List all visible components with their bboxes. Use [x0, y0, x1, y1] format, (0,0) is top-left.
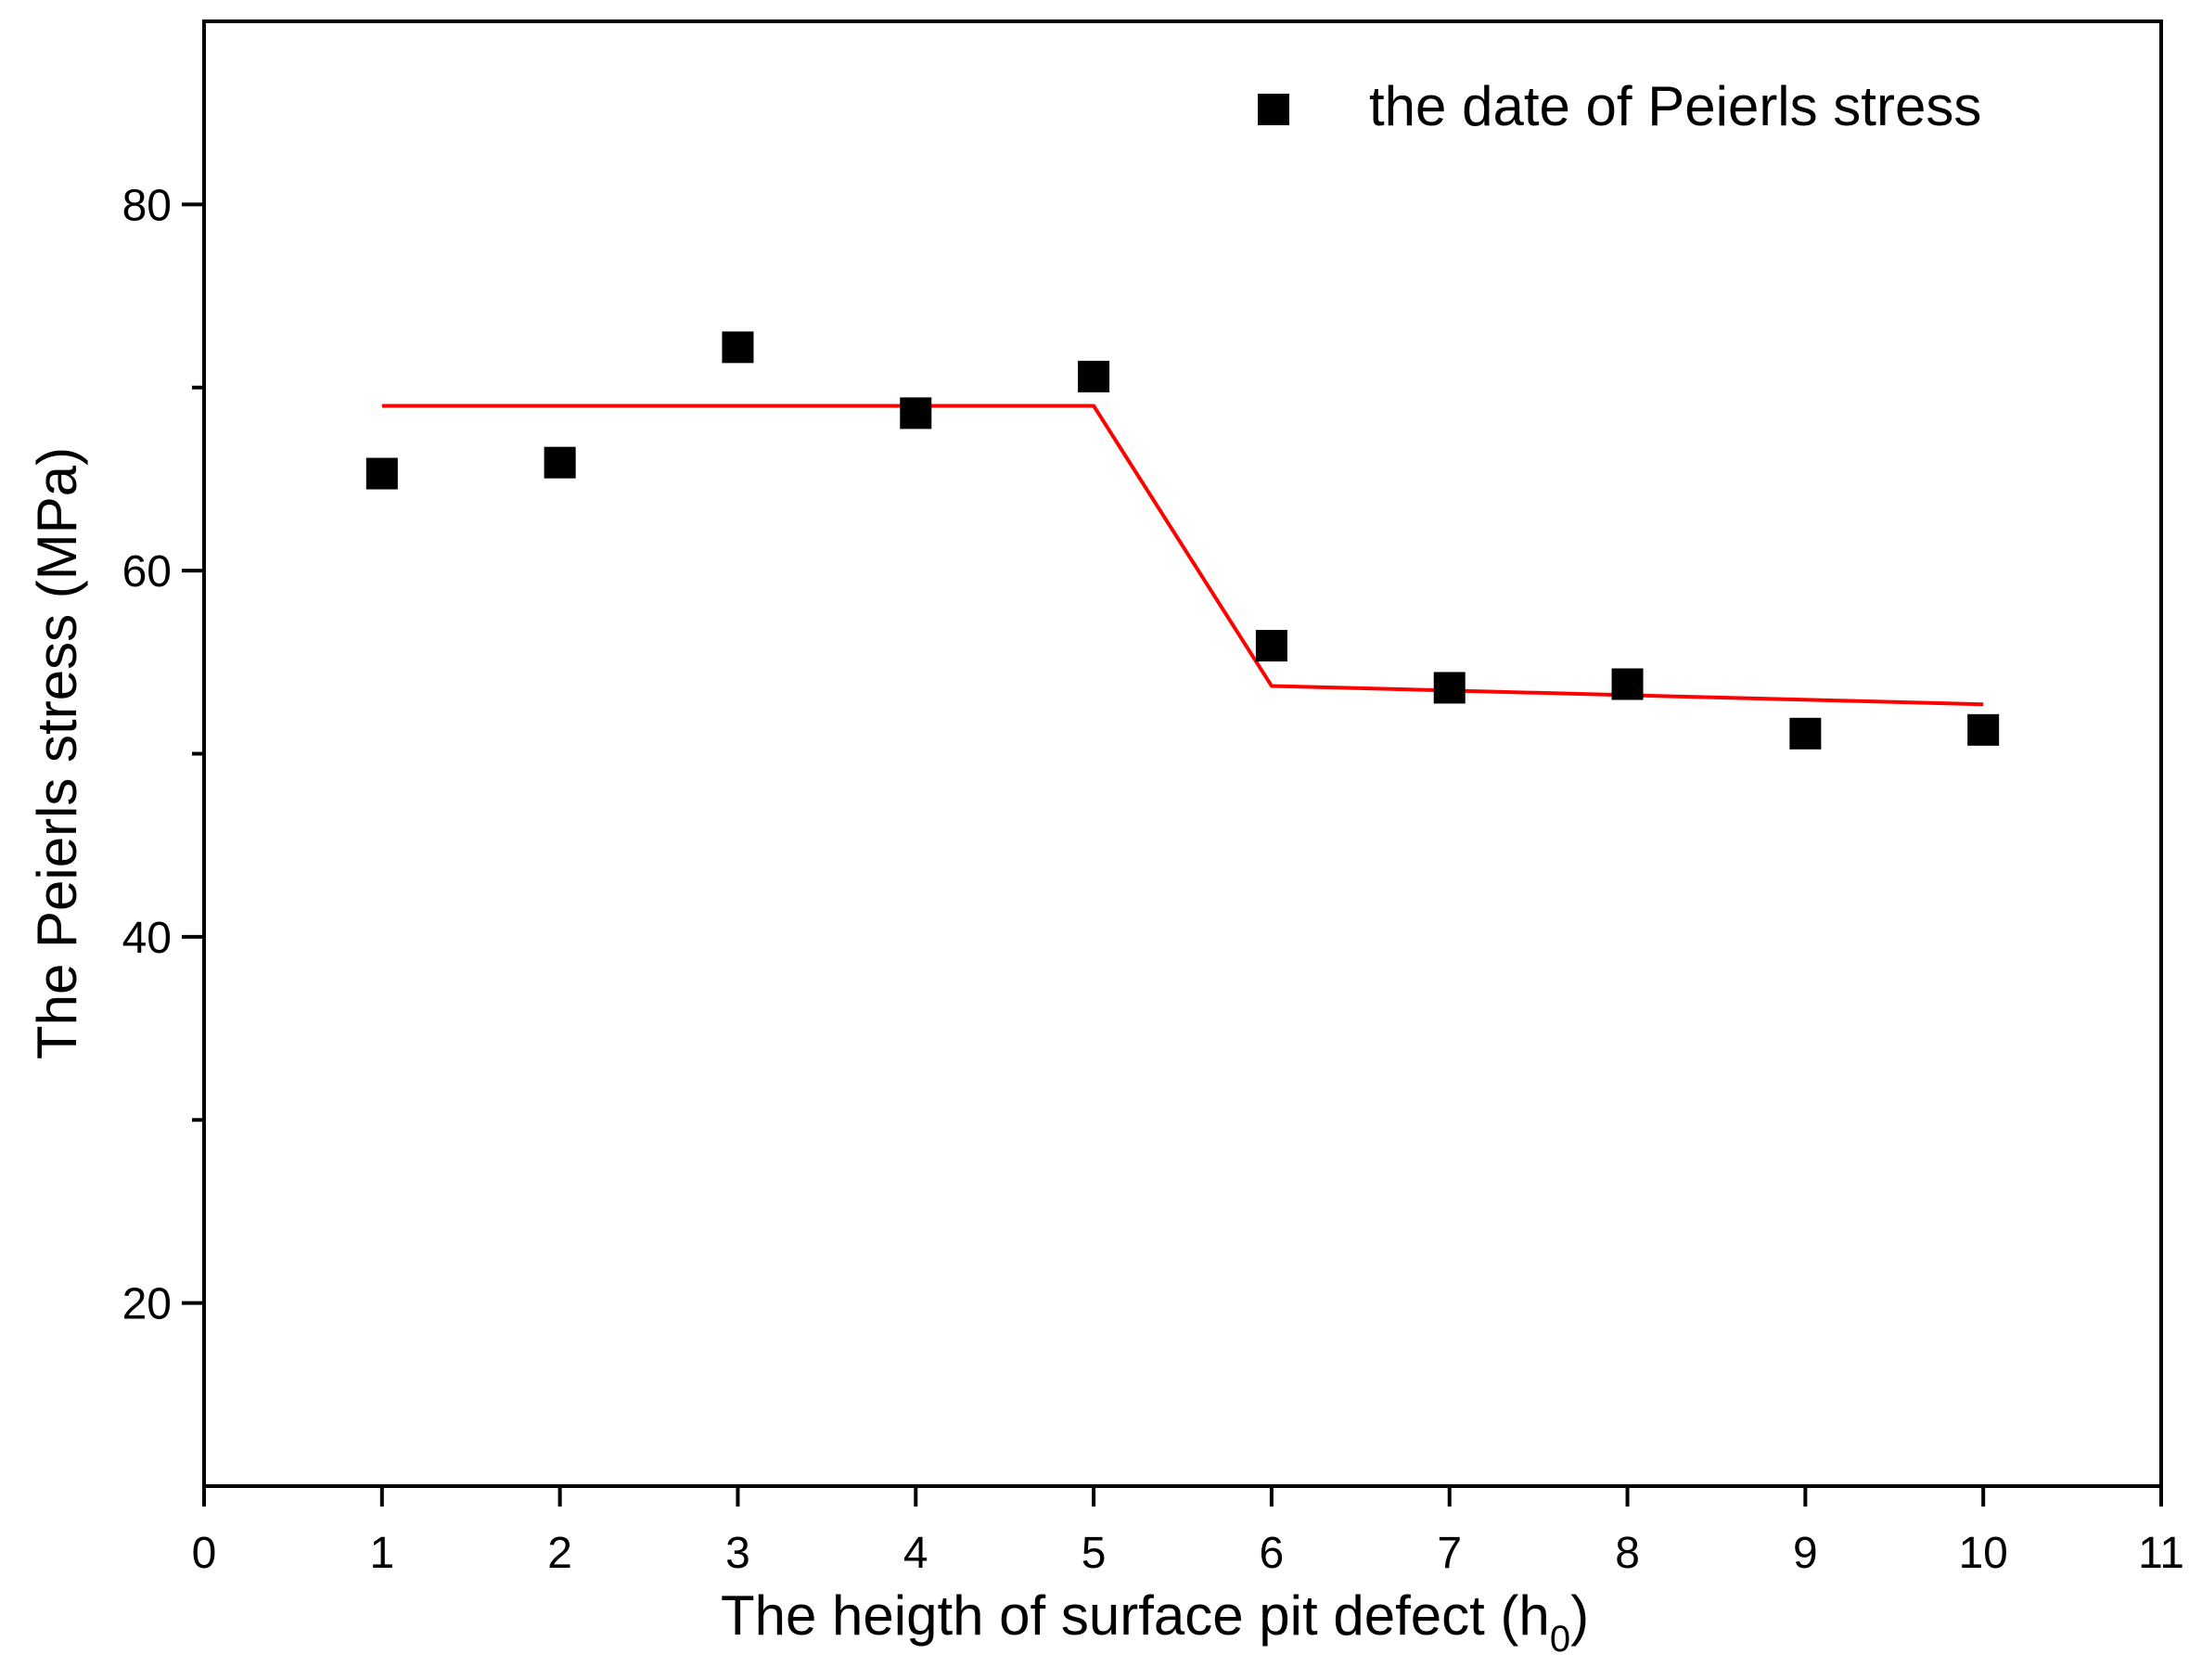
x-tick-label: 8: [1615, 1529, 1640, 1578]
data-point: [365, 457, 398, 490]
x-tick-label: 11: [2138, 1529, 2184, 1578]
x-axis-title: The heigth of surface pit defect (h0): [721, 1584, 1589, 1660]
plot-area-border: [202, 19, 2163, 1488]
x-tick-label: 5: [1082, 1529, 1107, 1578]
data-point: [1255, 630, 1287, 662]
fit-line: [381, 404, 1984, 707]
x-tick-label: 3: [725, 1529, 750, 1578]
plot-frame: [202, 19, 2163, 1488]
legend-marker: [1258, 94, 1289, 125]
y-tick-label: 80: [122, 181, 172, 230]
x-tick-label: 0: [192, 1529, 217, 1578]
x-tick-label: 7: [1437, 1529, 1462, 1578]
x-tick-label: 2: [547, 1529, 572, 1578]
x-axis-ticks: 0 1 2 3 4 5 6 7 8 9 10 11: [192, 1486, 2184, 1578]
x-tick-label: 1: [369, 1529, 394, 1578]
data-point: [1611, 668, 1644, 700]
x-axis-title-main: The heigth of surface pit defect (h: [721, 1584, 1550, 1647]
data-point: [1967, 713, 2000, 746]
fit-line-group: [381, 404, 1984, 707]
legend: the date of Peierls stress: [1258, 75, 1981, 137]
data-point: [1078, 360, 1110, 392]
x-axis-title-close: ): [1570, 1584, 1589, 1647]
x-tick-label: 6: [1260, 1529, 1285, 1578]
y-tick-label: 60: [122, 547, 172, 596]
x-tick-label: 9: [1793, 1529, 1818, 1578]
data-point: [900, 397, 932, 430]
y-axis-ticks: 20 40 60 80: [122, 181, 204, 1329]
y-axis-title: The Peierls stress (MPa): [26, 447, 88, 1059]
data-point: [544, 446, 576, 479]
data-point: [1433, 672, 1466, 704]
data-point: [722, 331, 754, 364]
data-points: [365, 331, 2000, 750]
x-tick-label: 10: [1958, 1529, 2007, 1578]
y-tick-label: 20: [122, 1280, 172, 1329]
y-tick-label: 40: [122, 914, 172, 963]
data-point: [1789, 717, 1822, 750]
x-axis-title-subscript: 0: [1550, 1619, 1570, 1660]
legend-label: the date of Peierls stress: [1369, 75, 1981, 137]
x-tick-label: 4: [903, 1529, 928, 1578]
